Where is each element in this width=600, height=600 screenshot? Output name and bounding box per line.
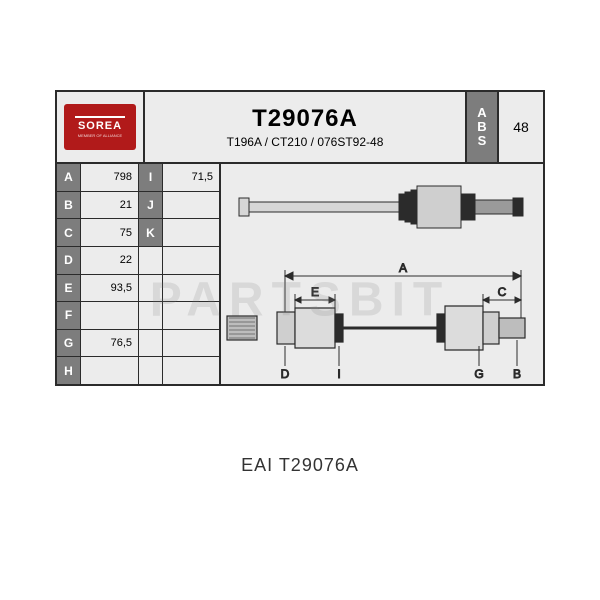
svg-text:A: A	[399, 261, 407, 275]
logo-cell: SOREA MEMBER OF ALLIANCE	[57, 92, 145, 162]
title-cell: T29076A T196A / CT210 / 076ST92-48	[145, 92, 467, 162]
spec-label-J: J	[139, 192, 163, 220]
spec-blank	[139, 357, 163, 384]
spec-value-K	[163, 219, 219, 247]
svg-text:D: D	[281, 367, 290, 381]
spec-value-H	[81, 357, 139, 384]
spec-blank	[139, 247, 163, 275]
spec-blank	[139, 302, 163, 330]
spec-blank	[163, 330, 219, 358]
abs-label-cell: A B S	[467, 92, 499, 162]
lower-row: A B C D E F G H 798 21 75 22 93,5 76,5 I	[57, 164, 543, 384]
svg-text:B: B	[513, 367, 521, 381]
spec-value-I: 71,5	[163, 164, 219, 192]
spec-card: SOREA MEMBER OF ALLIANCE T29076A T196A /…	[55, 90, 545, 386]
svg-text:G: G	[474, 367, 483, 381]
technical-drawing: A E C	[221, 164, 543, 384]
alt-part-numbers: T196A / CT210 / 076ST92-48	[227, 135, 384, 149]
product-caption: EAI T29076A	[0, 455, 600, 476]
spec-value-D: 22	[81, 247, 139, 275]
spec-label-B: B	[57, 192, 81, 220]
logo-accent-line	[75, 116, 125, 118]
spec-table: A B C D E F G H 798 21 75 22 93,5 76,5 I	[57, 164, 221, 384]
spec-blank	[139, 275, 163, 303]
spec-label-A: A	[57, 164, 81, 192]
spec-value-C: 75	[81, 219, 139, 247]
spec-label-C: C	[57, 219, 81, 247]
abs-letter-b: B	[477, 120, 486, 134]
spec-label-E: E	[57, 275, 81, 303]
drive-shaft-diagram: A E C	[221, 164, 543, 384]
logo-brand: SOREA	[78, 120, 122, 132]
spec-labels-2: I J K	[139, 164, 163, 384]
header-row: SOREA MEMBER OF ALLIANCE T29076A T196A /…	[57, 92, 543, 164]
spec-labels-1: A B C D E F G H	[57, 164, 81, 384]
spec-value-B: 21	[81, 192, 139, 220]
spec-blank	[163, 275, 219, 303]
spec-blank	[163, 357, 219, 384]
logo-badge: SOREA MEMBER OF ALLIANCE	[64, 104, 136, 150]
abs-letter-s: S	[478, 134, 487, 148]
spec-label-G: G	[57, 330, 81, 358]
spec-value-J	[163, 192, 219, 220]
spec-label-H: H	[57, 357, 81, 384]
svg-text:C: C	[498, 285, 507, 299]
spec-blank	[139, 330, 163, 358]
spec-values-2: 71,5	[163, 164, 219, 384]
svg-text:E: E	[311, 285, 319, 299]
spec-label-K: K	[139, 219, 163, 247]
spec-blank	[163, 247, 219, 275]
spec-values-1: 798 21 75 22 93,5 76,5	[81, 164, 139, 384]
abs-letter-a: A	[477, 106, 486, 120]
logo-tagline: MEMBER OF ALLIANCE	[78, 133, 122, 138]
spec-value-F	[81, 302, 139, 330]
spec-value-G: 76,5	[81, 330, 139, 358]
spec-label-F: F	[57, 302, 81, 330]
svg-text:I: I	[337, 367, 340, 381]
abs-value-cell: 48	[499, 92, 543, 162]
spec-value-A: 798	[81, 164, 139, 192]
spec-label-D: D	[57, 247, 81, 275]
spec-label-I: I	[139, 164, 163, 192]
spec-value-E: 93,5	[81, 275, 139, 303]
spec-blank	[163, 302, 219, 330]
part-number: T29076A	[252, 105, 358, 133]
